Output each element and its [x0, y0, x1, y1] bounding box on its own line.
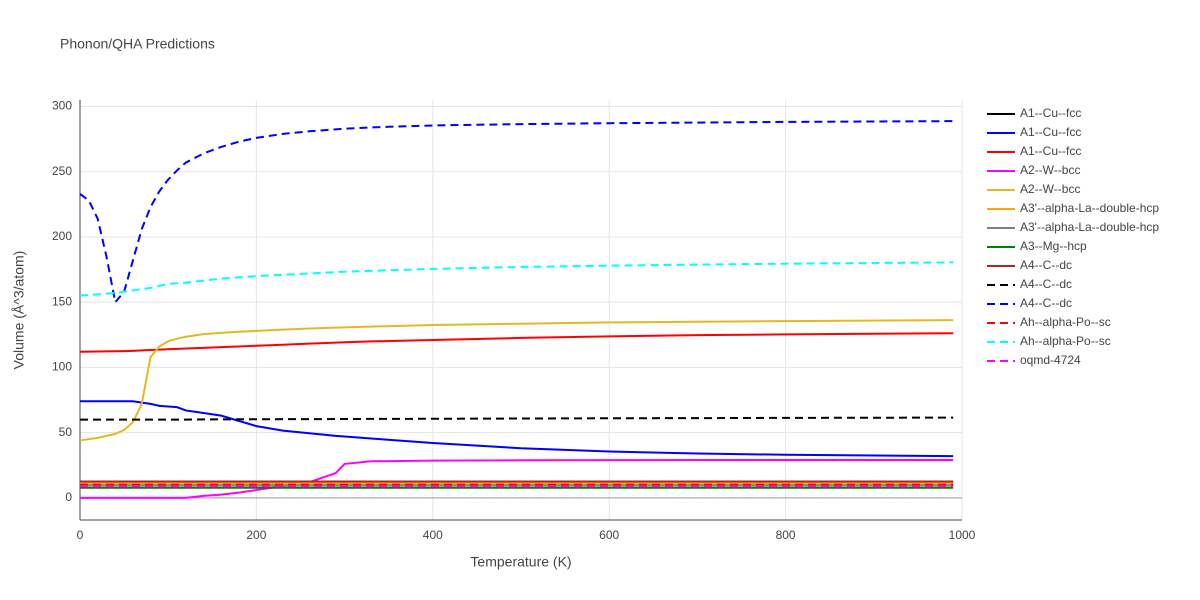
series-line [79, 319, 954, 442]
series-line [80, 400, 954, 458]
legend-label: Ah--alpha-Po--sc [1020, 315, 1111, 329]
legend-label: A3'--alpha-La--double-hcp [1020, 201, 1159, 215]
y-tick-label: 100 [52, 360, 72, 374]
series-line [79, 261, 954, 297]
x-tick-label: 0 [77, 528, 84, 542]
legend-label: A1--Cu--fcc [1020, 125, 1081, 139]
x-tick-label: 1000 [949, 528, 976, 542]
y-tick-label: 0 [65, 490, 72, 504]
y-tick-label: 250 [52, 164, 72, 178]
chart-title: Phonon/QHA Predictions [60, 36, 215, 52]
x-axis-title: Temperature (K) [470, 554, 571, 570]
legend-label: oqmd-4724 [1020, 353, 1081, 367]
y-tick-label: 200 [52, 229, 72, 243]
x-tick-label: 400 [423, 528, 443, 542]
x-tick-label: 800 [776, 528, 796, 542]
legend-label: Ah--alpha-Po--sc [1020, 334, 1111, 348]
series-line [79, 332, 954, 353]
legend-label: A2--W--bcc [1020, 182, 1080, 196]
legend-label: A4--C--dc [1020, 296, 1072, 310]
series-line [80, 416, 954, 421]
legend-label: A2--W--bcc [1020, 163, 1080, 177]
legend-label: A1--Cu--fcc [1020, 106, 1081, 120]
y-tick-label: 50 [59, 425, 73, 439]
y-tick-label: 150 [52, 294, 72, 308]
legend-label: A4--C--dc [1020, 277, 1072, 291]
y-axis-title: Volume (Å^3/atom) [11, 251, 27, 370]
legend-label: A3--Mg--hcp [1020, 239, 1087, 253]
series-line [79, 120, 954, 305]
x-tick-label: 600 [599, 528, 619, 542]
legend-label: A3'--alpha-La--double-hcp [1020, 220, 1159, 234]
series-line [80, 459, 954, 499]
legend-label: A4--C--dc [1020, 258, 1072, 272]
legend-label: A1--Cu--fcc [1020, 144, 1081, 158]
x-tick-label: 200 [246, 528, 266, 542]
y-tick-label: 300 [52, 99, 72, 113]
